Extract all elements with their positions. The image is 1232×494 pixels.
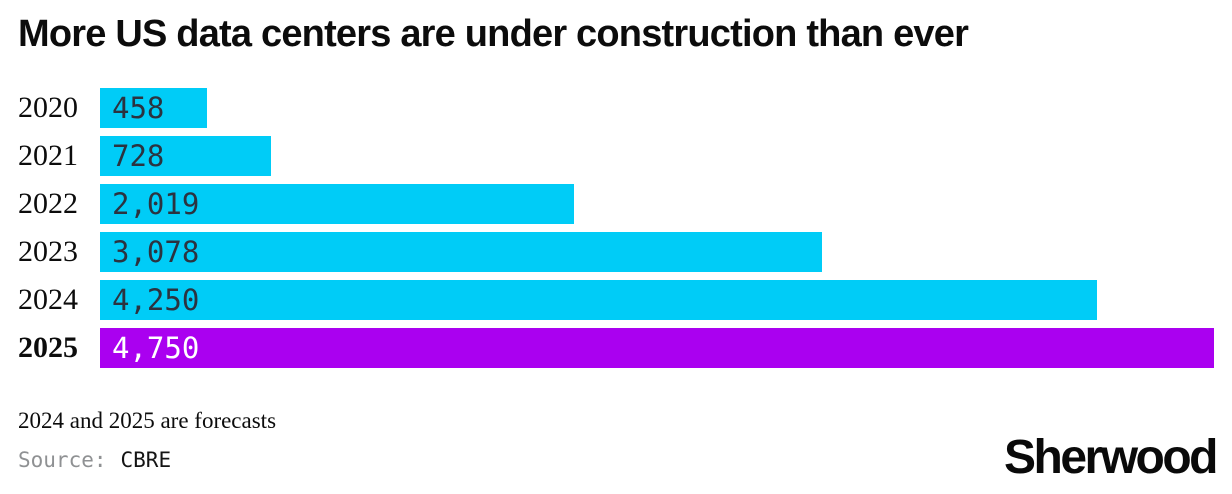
- year-label: 2021: [18, 139, 78, 172]
- sherwood-logo: Sherwood: [1003, 431, 1219, 484]
- chart-title: More US data centers are under construct…: [18, 13, 969, 55]
- source-label: Source:: [18, 448, 107, 472]
- year-label: 2025: [18, 331, 78, 364]
- bar-value-label: 4,250: [112, 283, 200, 317]
- bar-value-label: 728: [112, 139, 165, 173]
- source-value: CBRE: [120, 448, 172, 472]
- source-line: Source: CBRE: [18, 448, 171, 472]
- bar: 3,078: [100, 232, 822, 272]
- bar-value-label: 3,078: [112, 235, 200, 269]
- chart-row: 2022 2,019: [18, 184, 1214, 224]
- bar-value-label: 458: [112, 91, 165, 125]
- bar-value-label: 4,750: [112, 331, 200, 365]
- chart-row: 2020 458: [18, 88, 1214, 128]
- year-label: 2022: [18, 187, 78, 220]
- year-label: 2020: [18, 91, 78, 124]
- bar: 2,019: [100, 184, 574, 224]
- bar-chart: 2020 458 2021 728 2022 2,019 2023 3,078 2024 4,25…: [18, 88, 1214, 376]
- year-label: 2024: [18, 283, 78, 316]
- chart-row: 2024 4,250: [18, 280, 1214, 320]
- chart-footnote: 2024 and 2025 are forecasts: [18, 408, 277, 433]
- bar: 458: [100, 88, 208, 128]
- chart-row: 2023 3,078: [18, 232, 1214, 272]
- year-label: 2023: [18, 235, 78, 268]
- bar: 728: [100, 136, 271, 176]
- chart-row: 2021 728: [18, 136, 1214, 176]
- bar: 4,750: [100, 328, 1214, 368]
- bar-value-label: 2,019: [112, 187, 200, 221]
- bar: 4,250: [100, 280, 1097, 320]
- chart-row: 2025 4,750: [18, 328, 1214, 368]
